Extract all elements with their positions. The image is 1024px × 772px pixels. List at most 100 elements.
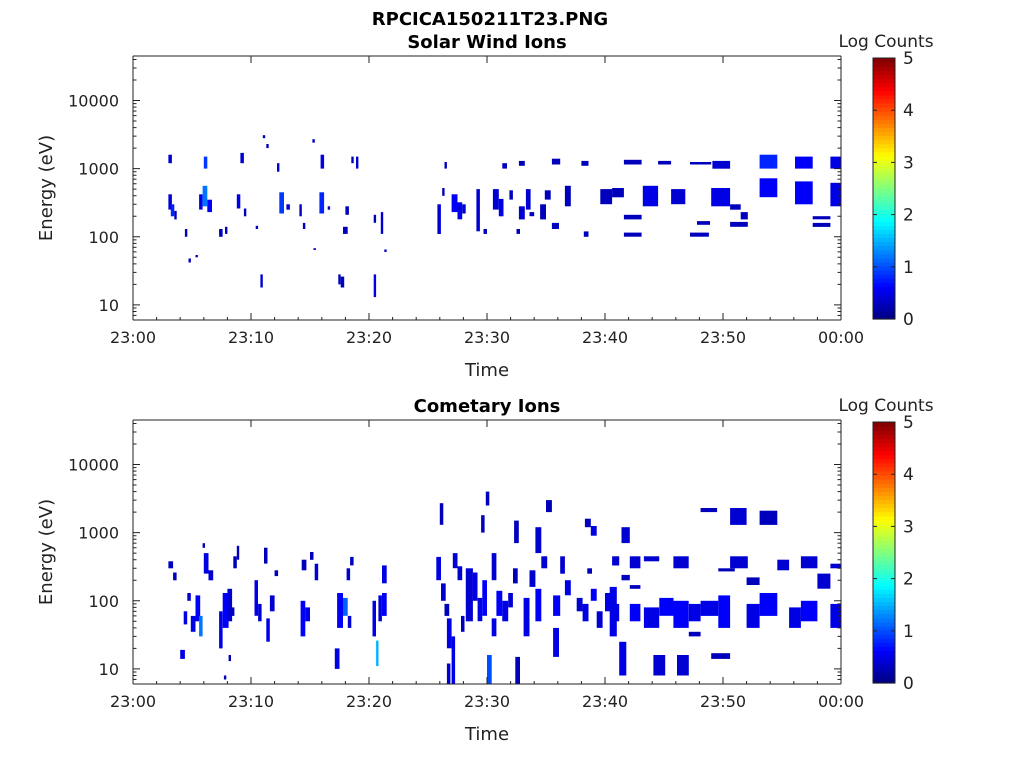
colorbar-segment xyxy=(873,466,895,472)
colorbar-segment xyxy=(873,609,895,615)
colorbar-segment xyxy=(873,131,895,137)
heatmap-cell xyxy=(830,182,841,207)
heatmap-cell xyxy=(299,204,302,217)
heatmap-cell xyxy=(465,568,473,622)
colorbar-segment xyxy=(873,658,895,664)
heatmap-cell xyxy=(236,545,240,560)
colorbar-segment xyxy=(873,66,895,71)
colorbar-segment xyxy=(873,274,895,279)
heatmap-cell xyxy=(587,568,592,574)
colorbar-tick-label: 1 xyxy=(903,258,914,278)
colorbar-segment xyxy=(873,184,895,190)
colorbar-segment xyxy=(873,568,895,574)
colorbar-segment xyxy=(873,180,895,186)
heatmap-cell xyxy=(515,656,520,684)
colorbar-tick-label: 3 xyxy=(903,517,914,537)
heatmap-cell xyxy=(642,185,659,207)
heatmap-cell xyxy=(830,156,841,169)
colorbar-segment xyxy=(873,135,895,141)
x-tick-label: 23:20 xyxy=(346,692,392,711)
heatmap-cell xyxy=(544,190,551,200)
colorbar-segment xyxy=(873,650,895,656)
colorbar-segment xyxy=(873,499,895,505)
colorbar-segment xyxy=(873,58,895,63)
colorbar-segment xyxy=(873,572,895,578)
colorbar-segment xyxy=(873,470,895,476)
colorbar-segment xyxy=(873,74,895,79)
x-tick-label: 23:40 xyxy=(582,328,628,347)
colorbar-segment xyxy=(873,111,895,116)
colorbar-segment xyxy=(873,139,895,145)
heatmap-cell xyxy=(621,574,630,581)
heatmap-cell xyxy=(508,593,513,608)
heatmap-cell xyxy=(382,565,387,584)
heatmap-cell xyxy=(730,204,741,210)
colorbar-segment xyxy=(873,94,895,100)
heatmap-cell xyxy=(673,556,689,569)
heatmap-cell xyxy=(523,597,530,637)
heatmap-cell xyxy=(730,556,748,569)
colorbar-segment xyxy=(873,86,895,92)
heatmap-cell xyxy=(334,648,340,669)
colorbar-segment xyxy=(873,294,895,300)
heatmap-cell xyxy=(441,583,446,601)
heatmap-cell xyxy=(347,615,352,628)
heatmap-cell xyxy=(491,553,497,581)
colorbar-segment xyxy=(873,208,895,214)
heatmap-cell xyxy=(219,229,223,237)
heatmap-cell xyxy=(240,152,244,164)
heatmap-cell xyxy=(789,607,801,628)
heatmap-cell xyxy=(659,597,674,616)
colorbar-segment xyxy=(873,556,895,562)
y-tick-label: 10 xyxy=(99,660,119,679)
colorbar-segment xyxy=(873,638,895,643)
heatmap-cell xyxy=(183,611,188,625)
colorbar-segment xyxy=(873,422,895,427)
heatmap-cell xyxy=(380,212,384,234)
colorbar-segment xyxy=(873,593,895,598)
heatmap-cell xyxy=(338,274,341,285)
heatmap-cell xyxy=(382,593,387,616)
heatmap-cell xyxy=(310,552,314,560)
colorbar-segment xyxy=(873,458,895,464)
heatmap-cell xyxy=(621,527,630,544)
heatmap-cell xyxy=(712,160,731,169)
heatmap-cell xyxy=(605,593,613,612)
colorbar-segment xyxy=(873,511,895,517)
heatmap-cell xyxy=(482,580,487,616)
colorbar-segment xyxy=(873,426,895,431)
heatmap-cell xyxy=(629,585,641,589)
colorbar-segment xyxy=(873,621,895,627)
heatmap-cell xyxy=(518,160,525,166)
heatmap-cell xyxy=(759,154,778,169)
heatmap-cell xyxy=(476,189,480,232)
colorbar-segment xyxy=(873,123,895,128)
colorbar-segment xyxy=(873,265,895,271)
heatmap-cell xyxy=(619,641,627,676)
heatmap-cell xyxy=(442,188,445,196)
panel-2: 23:00 23:10 23:20 23:30 23:40 23:50 00:0010100… xyxy=(36,396,934,745)
colorbar-label: Log Counts xyxy=(838,32,933,52)
panel-title: Solar Wind Ions xyxy=(407,32,566,53)
x-tick-label: 00:00 xyxy=(818,328,864,347)
heatmap-cell xyxy=(373,274,377,298)
colorbar-tick-label: 4 xyxy=(903,465,914,485)
heatmap-cell xyxy=(653,655,666,676)
x-axis-label: Time xyxy=(464,724,509,745)
colorbar-segment xyxy=(873,90,895,96)
colorbar-segment xyxy=(873,253,895,259)
heatmap-cell xyxy=(535,588,542,622)
heatmap-cell xyxy=(351,156,354,164)
heatmap-cell xyxy=(612,556,620,566)
colorbar-segment xyxy=(873,662,895,668)
heatmap-cell xyxy=(199,615,203,637)
x-tick-label: 23:10 xyxy=(228,328,274,347)
colorbar-segment xyxy=(873,446,895,452)
heatmap-cell xyxy=(551,158,561,165)
heatmap-cell xyxy=(202,543,205,548)
heatmap-cell xyxy=(320,154,325,169)
heatmap-cell xyxy=(590,526,597,536)
colorbar-segment xyxy=(873,261,895,267)
colorbar-segment xyxy=(873,70,895,75)
